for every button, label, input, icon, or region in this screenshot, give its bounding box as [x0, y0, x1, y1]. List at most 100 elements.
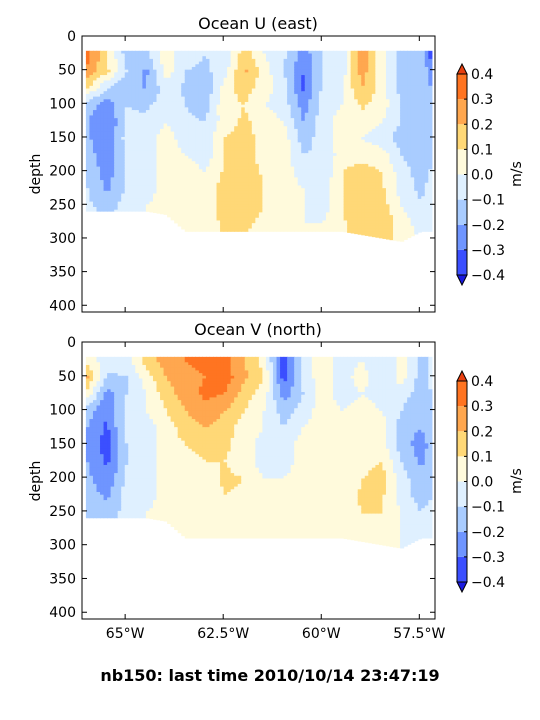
heatmap-cell — [124, 139, 129, 143]
heatmap-cell — [318, 193, 324, 197]
heatmap-cell — [350, 134, 355, 138]
heatmap-cell — [202, 212, 207, 216]
heatmap-cell — [336, 107, 341, 111]
heatmap-cell — [262, 147, 267, 152]
heatmap-cell — [117, 182, 122, 187]
heatmap-cell — [156, 88, 161, 92]
heatmap-cell — [258, 204, 264, 208]
heatmap-cell — [255, 174, 260, 178]
heatmap-cell — [244, 77, 249, 82]
heatmap-cell — [117, 169, 122, 173]
heatmap-cell — [195, 161, 200, 165]
heatmap-cell — [163, 182, 168, 187]
heatmap-cell — [325, 215, 331, 219]
heatmap-cell — [329, 163, 334, 168]
heatmap-cell — [92, 112, 98, 117]
heatmap-cell — [223, 85, 228, 90]
heatmap-cell — [114, 196, 119, 200]
heatmap-cell — [283, 134, 288, 138]
heatmap-cell — [343, 118, 348, 122]
heatmap-cell — [223, 204, 228, 208]
heatmap-cell — [177, 69, 182, 73]
heatmap-cell — [315, 77, 320, 82]
heatmap-cell — [304, 220, 309, 224]
heatmap-cell — [227, 204, 232, 208]
heatmap-cell — [163, 107, 168, 111]
heatmap-cell — [89, 93, 94, 98]
heatmap-cell — [255, 228, 260, 232]
heatmap-cell — [135, 193, 140, 197]
heatmap-cell — [152, 185, 158, 189]
heatmap-cell — [237, 147, 242, 152]
heatmap-cell — [244, 171, 249, 176]
heatmap-cell — [209, 72, 214, 76]
heatmap-cell — [177, 88, 182, 92]
heatmap-cell — [152, 182, 158, 187]
heatmap-cell — [340, 91, 345, 95]
heatmap-cell — [174, 206, 179, 211]
heatmap-cell — [135, 196, 140, 200]
heatmap-cell — [92, 161, 98, 165]
heatmap-cell — [318, 182, 324, 187]
heatmap-cell — [237, 115, 242, 119]
heatmap-cell — [195, 145, 200, 149]
heatmap-cell — [107, 128, 112, 133]
heatmap-cell — [244, 196, 249, 200]
heatmap-cell — [135, 180, 140, 184]
heatmap-cell — [202, 61, 207, 65]
heatmap-cell — [177, 50, 182, 55]
heatmap-cell — [117, 126, 122, 130]
heatmap-cell — [138, 185, 143, 189]
heatmap-cell — [354, 75, 359, 79]
heatmap-cell — [184, 171, 189, 176]
heatmap-cell — [156, 180, 161, 184]
heatmap-cell — [89, 145, 94, 149]
heatmap-cell — [167, 72, 172, 76]
heatmap-cell — [241, 115, 246, 119]
heatmap-cell — [290, 93, 295, 98]
heatmap-cell — [350, 118, 355, 122]
heatmap-cell — [227, 50, 232, 55]
heatmap-cell — [336, 50, 341, 55]
heatmap-cell — [241, 209, 246, 213]
heatmap-cell — [280, 66, 285, 71]
heatmap-cell — [304, 139, 309, 143]
heatmap-cell — [205, 83, 211, 87]
heatmap-cell — [301, 166, 306, 170]
heatmap-cell — [241, 61, 246, 65]
heatmap-cell — [205, 174, 211, 178]
heatmap-cell — [110, 120, 115, 125]
heatmap-cell — [248, 72, 253, 76]
heatmap-cell — [329, 91, 334, 95]
heatmap-cell — [110, 77, 115, 82]
heatmap-cell — [244, 155, 249, 160]
heatmap-cell — [121, 150, 126, 154]
heatmap-cell — [198, 99, 204, 103]
heatmap-cell — [135, 171, 140, 176]
heatmap-cell — [107, 77, 112, 82]
heatmap-cell — [163, 53, 168, 57]
heatmap-cell — [269, 115, 274, 119]
heatmap-cell — [202, 153, 207, 157]
heatmap-cell — [290, 104, 295, 108]
heatmap-cell — [145, 72, 151, 76]
heatmap-cell — [265, 163, 271, 168]
heatmap-cell — [92, 150, 98, 154]
heatmap-cell — [96, 188, 101, 192]
heatmap-cell — [315, 64, 320, 68]
heatmap-cell — [234, 198, 239, 203]
heatmap-cell — [216, 185, 221, 189]
heatmap-cell — [297, 104, 302, 108]
heatmap-cell — [241, 198, 246, 203]
heatmap-cell — [184, 174, 189, 178]
heatmap-cell — [195, 112, 200, 117]
heatmap-cell — [202, 206, 207, 211]
heatmap-cell — [315, 188, 320, 192]
heatmap-cell — [114, 174, 119, 178]
heatmap-cell — [308, 126, 313, 130]
heatmap-cell — [181, 185, 186, 189]
heatmap-cell — [273, 123, 278, 127]
heatmap-cell — [209, 150, 214, 154]
heatmap-cell — [311, 182, 316, 187]
heatmap-cell — [184, 190, 189, 195]
